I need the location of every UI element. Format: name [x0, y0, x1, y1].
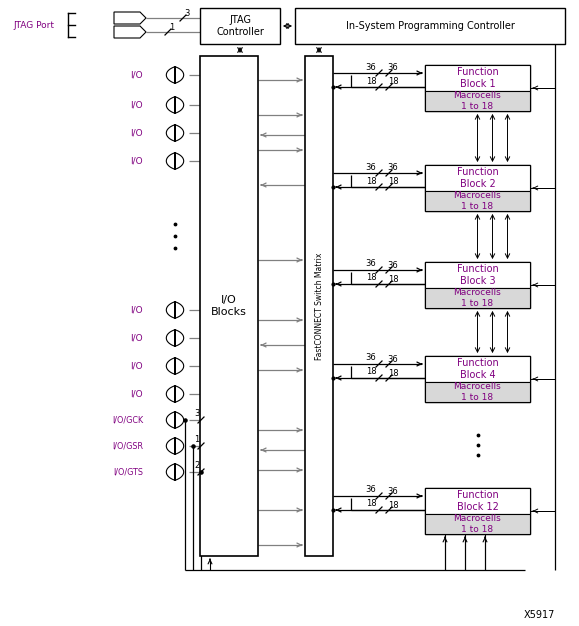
Text: 18: 18: [366, 500, 376, 508]
Text: 18: 18: [388, 501, 398, 510]
Bar: [295, 8, 565, 44]
Text: 18: 18: [366, 274, 376, 282]
Bar: [425, 262, 530, 288]
Polygon shape: [166, 302, 184, 318]
Text: 18: 18: [366, 177, 376, 185]
Text: 36: 36: [387, 63, 398, 73]
Text: I/O: I/O: [130, 305, 143, 314]
Text: 18: 18: [388, 369, 398, 377]
Bar: [425, 91, 530, 111]
Polygon shape: [166, 97, 184, 113]
Bar: [425, 262, 530, 308]
Text: Function
Block 1: Function Block 1: [457, 66, 499, 90]
Bar: [200, 8, 280, 44]
Text: 3: 3: [184, 9, 190, 18]
Polygon shape: [166, 330, 184, 346]
Bar: [425, 488, 530, 514]
Text: I/O: I/O: [130, 128, 143, 138]
Bar: [305, 56, 333, 556]
Text: 36: 36: [387, 486, 398, 496]
Polygon shape: [166, 386, 184, 403]
Text: I/O: I/O: [130, 361, 143, 371]
Text: 36: 36: [365, 163, 376, 172]
Text: 18: 18: [388, 178, 398, 187]
Text: I/O: I/O: [130, 334, 143, 342]
Text: X5917: X5917: [523, 610, 555, 620]
Text: 18: 18: [366, 76, 376, 86]
Text: I/O: I/O: [130, 156, 143, 165]
Text: 18: 18: [388, 274, 398, 284]
Polygon shape: [114, 26, 146, 38]
Text: Macrocells
1 to 18: Macrocells 1 to 18: [453, 514, 501, 534]
Text: FastCONNECT Switch Matrix: FastCONNECT Switch Matrix: [314, 252, 324, 360]
Text: Function
Block 3: Function Block 3: [457, 264, 499, 287]
Text: I/O: I/O: [130, 101, 143, 110]
Text: I/O: I/O: [130, 71, 143, 80]
Bar: [425, 65, 530, 91]
Text: 3: 3: [195, 409, 200, 418]
Text: 1: 1: [170, 23, 175, 31]
Text: 1: 1: [195, 434, 200, 443]
Bar: [425, 382, 530, 402]
Polygon shape: [114, 12, 146, 24]
Polygon shape: [166, 153, 184, 169]
Polygon shape: [166, 357, 184, 374]
Bar: [425, 488, 530, 534]
Text: 2: 2: [195, 461, 200, 470]
Text: 36: 36: [365, 63, 376, 71]
Text: 36: 36: [387, 260, 398, 270]
Text: Macrocells
1 to 18: Macrocells 1 to 18: [453, 191, 501, 211]
Polygon shape: [166, 67, 184, 83]
Text: Macrocells
1 to 18: Macrocells 1 to 18: [453, 382, 501, 403]
Text: 36: 36: [365, 486, 376, 495]
Bar: [200, 56, 258, 556]
Bar: [425, 514, 530, 534]
Polygon shape: [166, 125, 184, 141]
Text: I/O
Blocks: I/O Blocks: [211, 295, 247, 317]
Bar: [425, 356, 530, 402]
Polygon shape: [166, 464, 184, 480]
Text: 36: 36: [365, 354, 376, 362]
Polygon shape: [166, 438, 184, 454]
Text: JTAG
Controller: JTAG Controller: [216, 14, 264, 38]
Text: 36: 36: [387, 163, 398, 173]
Text: I/O/GTS: I/O/GTS: [113, 468, 143, 476]
Text: Macrocells
1 to 18: Macrocells 1 to 18: [453, 288, 501, 308]
Bar: [425, 65, 530, 111]
Text: I/O: I/O: [130, 389, 143, 399]
Text: 18: 18: [366, 367, 376, 376]
Bar: [425, 356, 530, 382]
Text: 36: 36: [365, 260, 376, 269]
Text: Function
Block 12: Function Block 12: [457, 490, 499, 513]
Text: Function
Block 4: Function Block 4: [457, 357, 499, 381]
Text: Function
Block 2: Function Block 2: [457, 167, 499, 190]
Bar: [425, 165, 530, 211]
Bar: [425, 165, 530, 191]
Text: 36: 36: [387, 354, 398, 364]
Text: I/O/GSR: I/O/GSR: [112, 441, 143, 451]
Bar: [425, 288, 530, 308]
Text: I/O/GCK: I/O/GCK: [112, 416, 143, 424]
Bar: [425, 191, 530, 211]
Text: Macrocells
1 to 18: Macrocells 1 to 18: [453, 91, 501, 111]
Text: JTAG Port: JTAG Port: [13, 21, 54, 29]
Text: 18: 18: [388, 78, 398, 86]
Polygon shape: [166, 412, 184, 428]
Text: In-System Programming Controller: In-System Programming Controller: [346, 21, 514, 31]
